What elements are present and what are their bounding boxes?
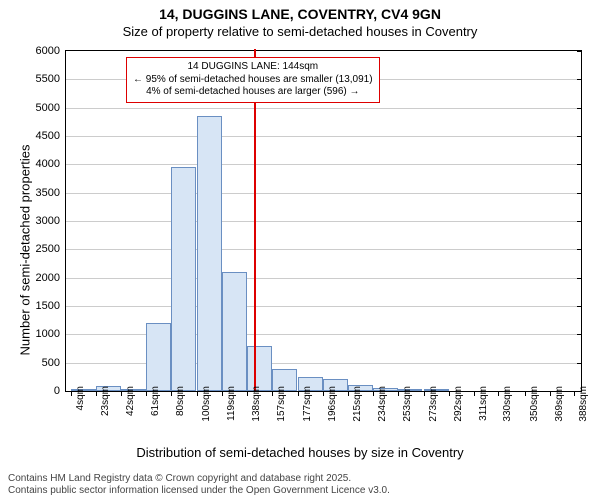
ytick-label: 0 bbox=[54, 385, 66, 397]
ytick-label: 4500 bbox=[36, 130, 66, 142]
gridline bbox=[66, 164, 581, 165]
xtick-mark bbox=[424, 391, 425, 396]
xtick-label: 311sqm bbox=[478, 386, 489, 421]
xtick-label: 388sqm bbox=[578, 386, 589, 422]
xtick-label: 42sqm bbox=[125, 386, 136, 416]
ytick-mark bbox=[577, 278, 582, 279]
callout-line-2: ← 95% of semi-detached houses are smalle… bbox=[133, 74, 373, 87]
ytick-label: 6000 bbox=[36, 45, 66, 57]
xtick-mark bbox=[574, 391, 575, 396]
xtick-label: 157sqm bbox=[276, 386, 287, 422]
xtick-mark bbox=[197, 391, 198, 396]
ytick-mark bbox=[577, 79, 582, 80]
xtick-mark bbox=[525, 391, 526, 396]
ytick-label: 5500 bbox=[36, 73, 66, 85]
ytick-mark bbox=[577, 51, 582, 52]
xtick-mark bbox=[373, 391, 374, 396]
histogram-bar bbox=[247, 346, 272, 391]
ytick-label: 1500 bbox=[36, 300, 66, 312]
xtick-mark bbox=[298, 391, 299, 396]
xtick-label: 196sqm bbox=[327, 386, 338, 422]
xtick-label: 350sqm bbox=[529, 386, 540, 422]
xtick-label: 138sqm bbox=[251, 386, 262, 422]
ytick-mark bbox=[577, 363, 582, 364]
xtick-label: 215sqm bbox=[352, 386, 363, 422]
chart-subtitle: Size of property relative to semi-detach… bbox=[0, 24, 600, 39]
callout-line-3: 4% of semi-detached houses are larger (5… bbox=[133, 86, 373, 99]
xtick-mark bbox=[222, 391, 223, 396]
ytick-label: 5000 bbox=[36, 102, 66, 114]
reference-callout: 14 DUGGINS LANE: 144sqm ← 95% of semi-de… bbox=[126, 57, 380, 103]
gridline bbox=[66, 334, 581, 335]
xtick-label: 80sqm bbox=[175, 386, 186, 416]
ytick-mark bbox=[577, 136, 582, 137]
x-axis-label: Distribution of semi-detached houses by … bbox=[0, 445, 600, 460]
xtick-mark bbox=[449, 391, 450, 396]
chart-title: 14, DUGGINS LANE, COVENTRY, CV4 9GN bbox=[0, 6, 600, 22]
ytick-mark bbox=[577, 221, 582, 222]
xtick-mark bbox=[474, 391, 475, 396]
xtick-label: 4sqm bbox=[75, 386, 86, 410]
xtick-mark bbox=[498, 391, 499, 396]
histogram-bar bbox=[197, 116, 222, 391]
ytick-label: 2500 bbox=[36, 243, 66, 255]
xtick-label: 369sqm bbox=[554, 386, 565, 422]
gridline bbox=[66, 108, 581, 109]
ytick-label: 4000 bbox=[36, 158, 66, 170]
xtick-label: 100sqm bbox=[201, 386, 212, 422]
gridline bbox=[66, 363, 581, 364]
footnote-2: Contains public sector information licen… bbox=[8, 485, 592, 496]
gridline bbox=[66, 278, 581, 279]
xtick-mark bbox=[247, 391, 248, 396]
chart-container: 14, DUGGINS LANE, COVENTRY, CV4 9GN Size… bbox=[0, 0, 600, 500]
xtick-mark bbox=[323, 391, 324, 396]
xtick-mark bbox=[121, 391, 122, 396]
xtick-label: 61sqm bbox=[150, 386, 161, 416]
xtick-label: 273sqm bbox=[428, 386, 439, 422]
xtick-mark bbox=[550, 391, 551, 396]
gridline bbox=[66, 249, 581, 250]
ytick-mark bbox=[577, 108, 582, 109]
xtick-label: 23sqm bbox=[100, 386, 111, 416]
ytick-mark bbox=[577, 334, 582, 335]
xtick-mark bbox=[96, 391, 97, 396]
xtick-mark bbox=[171, 391, 172, 396]
gridline bbox=[66, 306, 581, 307]
ytick-mark bbox=[577, 306, 582, 307]
ytick-label: 500 bbox=[42, 357, 66, 369]
gridline bbox=[66, 193, 581, 194]
ytick-mark bbox=[577, 164, 582, 165]
xtick-label: 292sqm bbox=[453, 386, 464, 422]
ytick-label: 3000 bbox=[36, 215, 66, 227]
xtick-mark bbox=[398, 391, 399, 396]
plot-area: 0500100015002000250030003500400045005000… bbox=[65, 50, 582, 392]
xtick-label: 119sqm bbox=[226, 386, 237, 421]
xtick-label: 253sqm bbox=[402, 386, 413, 422]
ytick-label: 2000 bbox=[36, 272, 66, 284]
footnote-1: Contains HM Land Registry data © Crown c… bbox=[8, 473, 592, 484]
xtick-mark bbox=[272, 391, 273, 396]
histogram-bar bbox=[171, 167, 196, 391]
callout-line-1: 14 DUGGINS LANE: 144sqm bbox=[133, 61, 373, 74]
xtick-mark bbox=[71, 391, 72, 396]
gridline bbox=[66, 221, 581, 222]
histogram-bar bbox=[222, 272, 247, 391]
xtick-mark bbox=[146, 391, 147, 396]
y-axis-label: Number of semi-detached properties bbox=[18, 145, 33, 356]
xtick-label: 234sqm bbox=[377, 386, 388, 422]
xtick-label: 177sqm bbox=[302, 386, 313, 422]
xtick-mark bbox=[348, 391, 349, 396]
histogram-bar bbox=[146, 323, 171, 391]
xtick-label: 330sqm bbox=[502, 386, 513, 422]
ytick-label: 1000 bbox=[36, 328, 66, 340]
ytick-mark bbox=[577, 193, 582, 194]
ytick-mark bbox=[577, 249, 582, 250]
ytick-label: 3500 bbox=[36, 187, 66, 199]
gridline bbox=[66, 136, 581, 137]
